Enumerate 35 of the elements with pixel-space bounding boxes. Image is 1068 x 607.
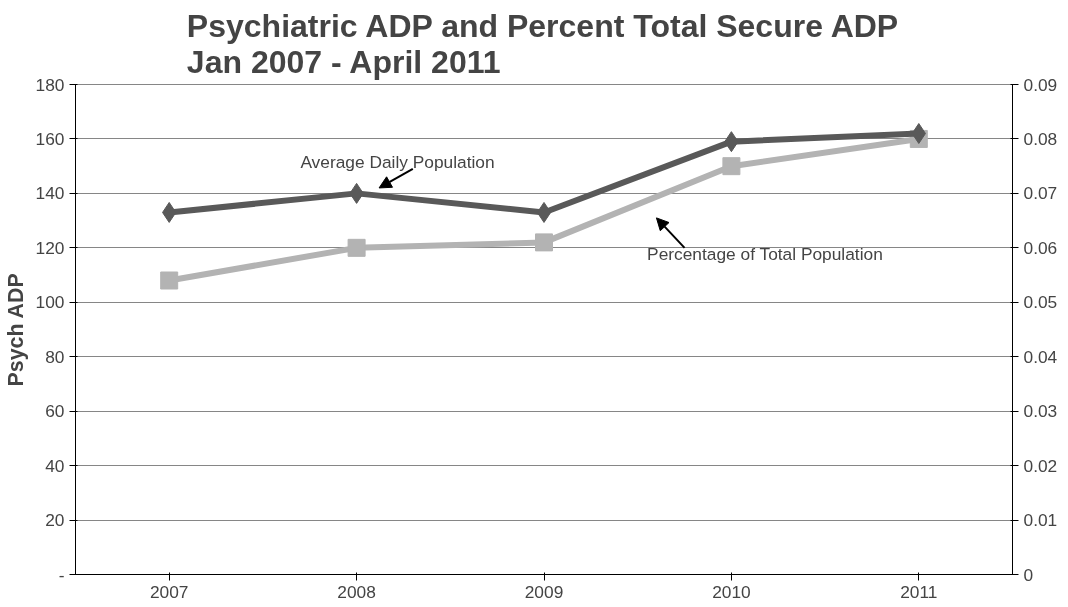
point: [535, 233, 553, 252]
y-tick-label: 120: [35, 237, 65, 258]
y2-tick-label: 0.05: [1023, 292, 1058, 313]
y-tick-label: 100: [35, 292, 65, 313]
y-axis-title: Psych ADP: [3, 273, 28, 387]
series-label: Average Daily Population: [300, 151, 495, 172]
y2-tick-label: 0.02: [1023, 455, 1058, 476]
y2-tick-label: 0.07: [1023, 183, 1058, 204]
point: [722, 157, 741, 176]
y-tick-label: 60: [45, 401, 65, 422]
x-tick-label: 2011: [900, 581, 938, 602]
x-tick-label: 2010: [712, 581, 751, 602]
y-tick-label: 160: [35, 128, 65, 149]
x-tick-label: 2009: [524, 581, 564, 602]
y-tick-label: 20: [45, 510, 65, 531]
y2-tick-label: 0.03: [1023, 401, 1058, 422]
y2-tick-label: 0.04: [1023, 346, 1058, 367]
point: [911, 123, 926, 144]
point: [536, 201, 552, 223]
y-tick-label: 140: [35, 183, 65, 204]
y-tick-label: 180: [35, 74, 65, 95]
point: [160, 271, 179, 290]
chart-title: Psychiatric ADP and Percent Total Secure ADP Jan 2007 - April 2011: [186, 7, 899, 80]
y-tick-label: -: [58, 564, 65, 585]
y-tick-label: 80: [45, 346, 65, 367]
point: [347, 238, 366, 257]
y2-tick-label: 0.06: [1023, 237, 1058, 258]
y2-tick-label: 0: [1023, 564, 1034, 585]
x-tick-label: 2008: [337, 581, 376, 602]
y2-tick-label: 0.01: [1023, 510, 1058, 531]
y2-tick-label: 0.08: [1023, 128, 1058, 149]
x-tick-label: 2007: [149, 581, 189, 602]
y-tick-label: 40: [45, 455, 65, 476]
text: Percentage of Total Population: [647, 244, 883, 265]
y2-tick-label: 0.09: [1023, 74, 1058, 95]
